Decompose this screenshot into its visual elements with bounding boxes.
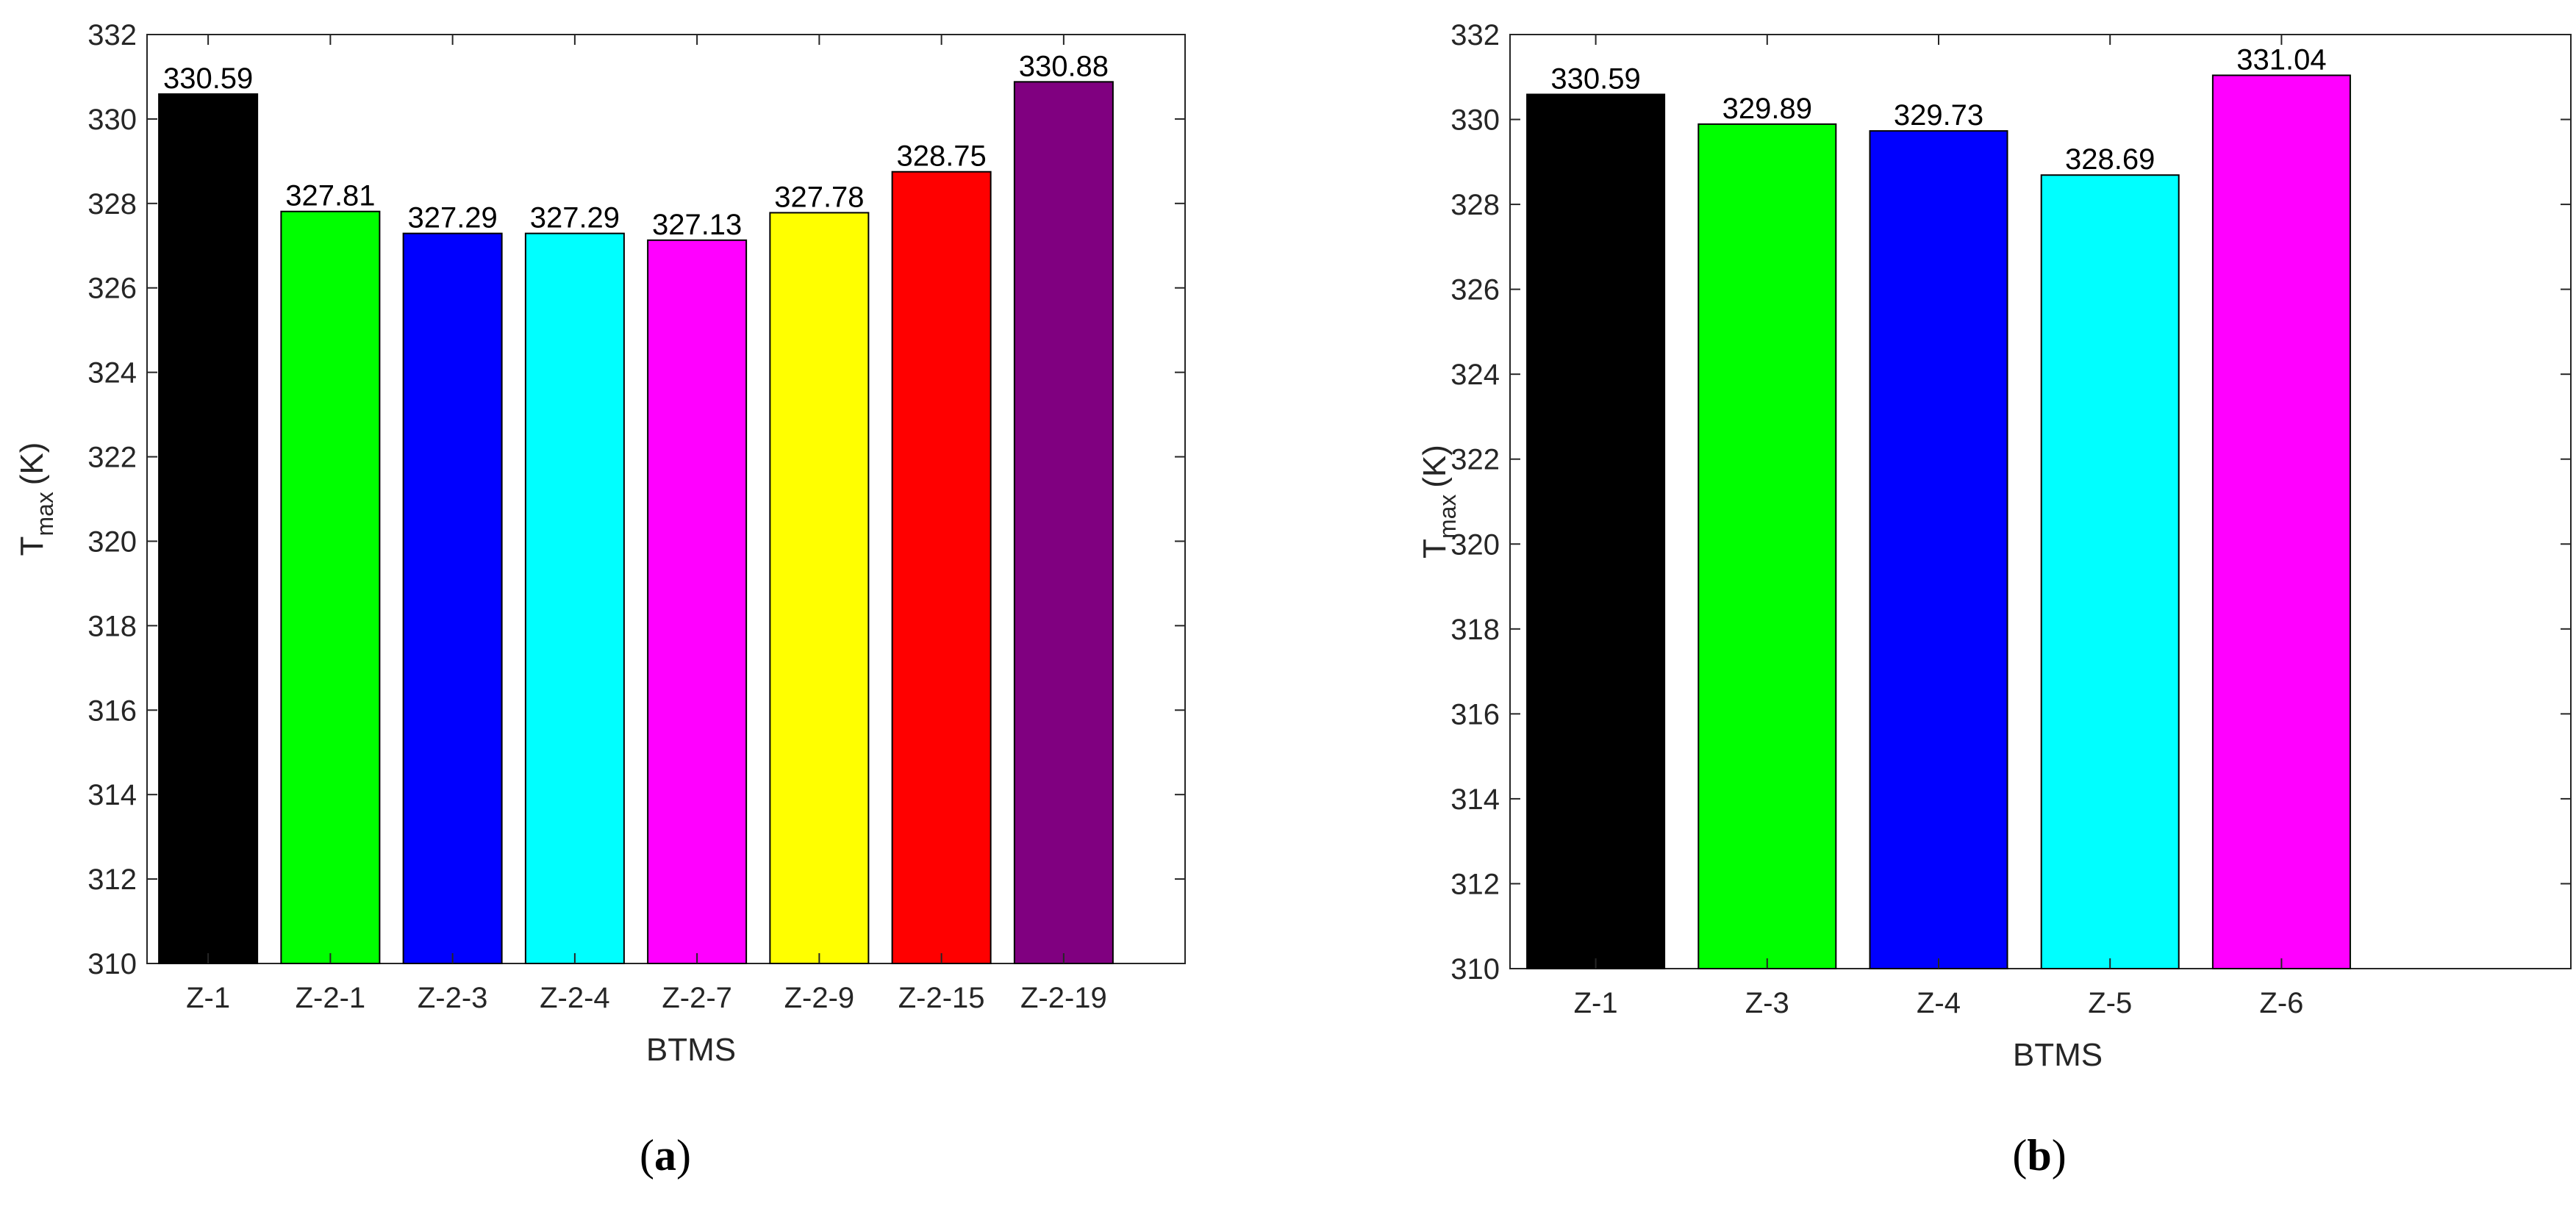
- bar-z-2-9: [769, 212, 870, 964]
- y-axis-title-subscript: max: [32, 485, 58, 536]
- y-axis-title-unit: (K): [1417, 445, 1453, 488]
- y-tick-label: 316: [1450, 698, 1500, 731]
- panel-caption-letter: a: [654, 1131, 676, 1180]
- data-label: 327.81: [285, 180, 375, 212]
- bar-z-1: [1526, 93, 1666, 969]
- data-label: 328.75: [896, 140, 986, 173]
- x-tick-label: Z-2-4: [540, 982, 610, 1014]
- y-tick-label: 332: [1450, 19, 1500, 51]
- y-tick-label: 312: [87, 864, 137, 896]
- x-tick-label: Z-2-7: [662, 982, 732, 1014]
- bar-z-2-4: [524, 232, 625, 964]
- chart-panel-b: 310 312 314 316 318 320 322 324 326 328 330 332 Z-1 3…: [1417, 19, 2572, 1180]
- x-tick-label: Z-2-15: [898, 982, 985, 1014]
- y-tick-label: 326: [87, 273, 137, 305]
- x-tick-label: Z-1: [1574, 987, 1618, 1019]
- y-axis-title-subscript: max: [1434, 488, 1461, 539]
- bar-z-4: [1869, 130, 2008, 970]
- x-tick-label: Z-5: [2088, 987, 2132, 1019]
- y-tick-label: 330: [87, 104, 137, 136]
- x-tick-label: Z-1: [186, 982, 230, 1014]
- bar-z-6: [2211, 74, 2351, 970]
- panel-caption-letter: b: [2027, 1131, 2051, 1180]
- panel-caption-close: ): [676, 1131, 691, 1180]
- y-tick-label: 322: [1450, 444, 1500, 476]
- y-tick-label: 310: [87, 948, 137, 980]
- y-tick-label: 312: [1450, 868, 1500, 900]
- bar-z-5: [2040, 174, 2180, 969]
- y-tick-label: 324: [87, 357, 137, 390]
- panel-caption: (b): [2012, 1131, 2066, 1180]
- y-tick-label: 310: [1450, 953, 1500, 986]
- y-tick-label: 324: [1450, 359, 1500, 391]
- bar-z-2-1: [280, 210, 381, 964]
- x-tick-label: Z-4: [1917, 987, 1961, 1019]
- panel-caption-open: (: [640, 1131, 654, 1180]
- bar-z-2-15: [891, 171, 992, 964]
- x-axis-title: BTMS: [2013, 1037, 2103, 1073]
- y-tick-label: 320: [87, 525, 137, 558]
- y-axis-title-main: T: [1417, 539, 1453, 559]
- x-tick-label: Z-2-3: [418, 982, 488, 1014]
- data-label: 327.29: [407, 202, 497, 234]
- bar-z-2-7: [647, 239, 748, 964]
- bar-z-2-19: [1013, 81, 1114, 964]
- data-label: 330.88: [1019, 50, 1109, 82]
- data-label: 329.73: [1894, 99, 1983, 132]
- x-axis-title: BTMS: [646, 1032, 736, 1068]
- y-tick-label: 320: [1450, 528, 1500, 561]
- panel-caption-open: (: [2012, 1131, 2027, 1180]
- y-tick-label: 328: [1450, 189, 1500, 221]
- plot-area: [1509, 34, 2572, 969]
- data-label: 329.89: [1722, 93, 1812, 125]
- x-tick-label: Z-3: [1745, 987, 1789, 1019]
- y-tick-label: 322: [87, 442, 137, 474]
- panel-caption-close: ): [2052, 1131, 2067, 1180]
- y-tick-label: 314: [87, 779, 137, 811]
- data-label: 327.29: [530, 202, 620, 234]
- chart-panel-a: 310 312 314 316 318 320 322 324 326 328 330 332 Z-1 3…: [14, 19, 1186, 1180]
- data-label: 328.69: [2065, 143, 2155, 176]
- y-tick-label: 332: [87, 19, 137, 51]
- y-axis-title-main: T: [14, 536, 50, 556]
- data-label: 331.04: [2236, 43, 2326, 76]
- data-label: 330.59: [1550, 62, 1640, 95]
- bar-z-3: [1697, 123, 1837, 969]
- x-tick-label: Z-6: [2259, 987, 2303, 1019]
- y-tick-label: 318: [87, 610, 137, 642]
- x-tick-label: Z-2-1: [296, 982, 366, 1014]
- y-tick-label: 328: [87, 188, 137, 220]
- x-tick-label: Z-2-9: [784, 982, 855, 1014]
- data-label: 327.78: [774, 181, 864, 213]
- y-tick-label: 326: [1450, 274, 1500, 306]
- bar-z-1: [158, 93, 259, 965]
- y-tick-label: 318: [1450, 614, 1500, 646]
- y-axis-title: Tmax (K): [14, 442, 58, 556]
- y-axis-title-unit: (K): [14, 442, 50, 486]
- y-tick-label: 316: [87, 694, 137, 727]
- y-tick-label: 330: [1450, 104, 1500, 137]
- x-tick-label: Z-2-19: [1020, 982, 1107, 1014]
- y-tick-label: 314: [1450, 783, 1500, 816]
- data-label: 330.59: [163, 62, 253, 95]
- panel-caption: (a): [640, 1131, 691, 1180]
- y-axis-title: Tmax (K): [1417, 445, 1461, 559]
- data-label: 327.13: [652, 209, 742, 241]
- bar-z-2-3: [402, 232, 503, 964]
